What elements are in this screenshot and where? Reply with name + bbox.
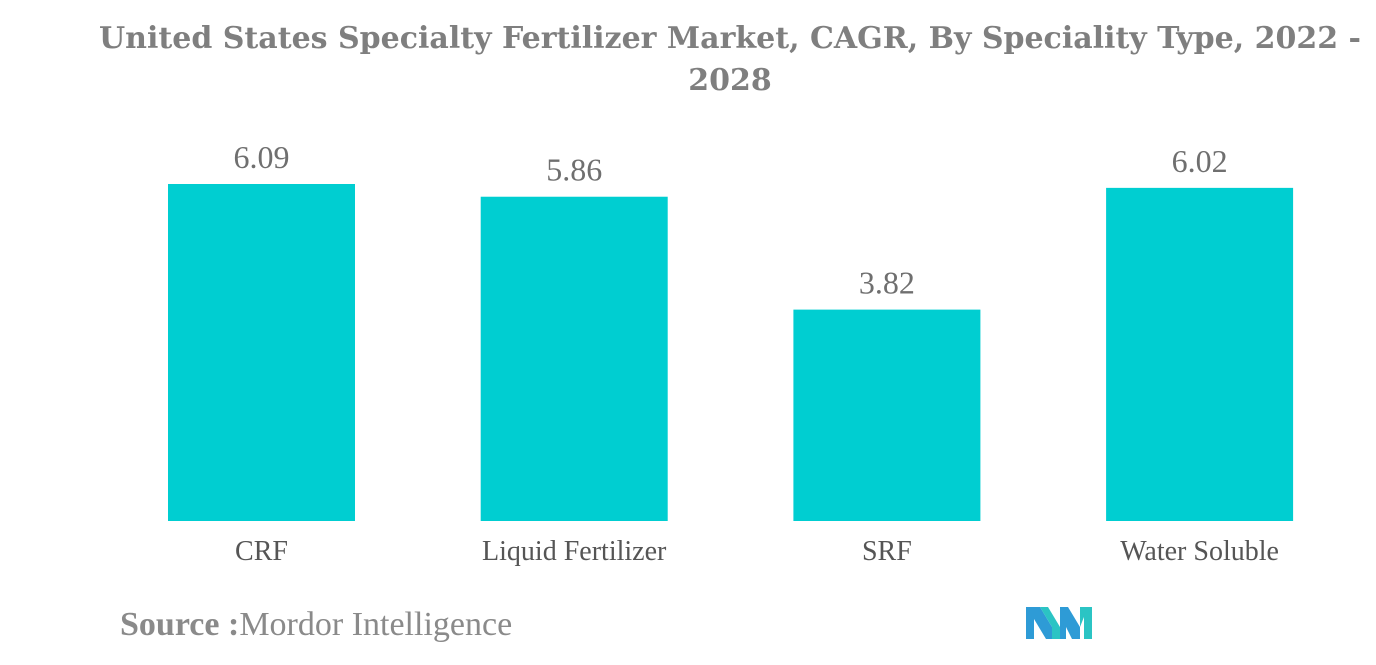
- category-label-1: Liquid Fertilizer: [482, 536, 667, 567]
- bar-1: [480, 196, 668, 521]
- bar-2: [793, 309, 981, 521]
- source-note: Source :Mordor Intelligence: [120, 606, 512, 644]
- value-label-1: 5.86: [546, 152, 602, 188]
- source-value: Mordor Intelligence: [239, 606, 513, 643]
- bar-chart: 6.09 5.86 3.82 6.02 CRF Liquid Fertilizer SRF…: [168, 139, 1294, 567]
- category-label-3: Water Soluble: [1120, 536, 1279, 567]
- value-label-3: 6.02: [1172, 143, 1228, 179]
- category-label-0: CRF: [235, 536, 288, 567]
- mordor-intelligence-logo-icon: [1026, 607, 1092, 639]
- bars-group: [168, 184, 1294, 521]
- chart-title: United States Specialty Fertilizer Marke…: [99, 21, 1361, 98]
- bar-0: [168, 184, 355, 521]
- source-key: Source :: [120, 606, 240, 643]
- bar-3: [1106, 187, 1294, 521]
- category-label-2: SRF: [862, 536, 912, 567]
- value-labels-group: 6.09 5.86 3.82 6.02: [234, 139, 1228, 301]
- value-label-2: 3.82: [859, 265, 915, 301]
- category-labels-group: CRF Liquid Fertilizer SRF Water Soluble: [235, 536, 1279, 567]
- value-label-0: 6.09: [234, 139, 290, 175]
